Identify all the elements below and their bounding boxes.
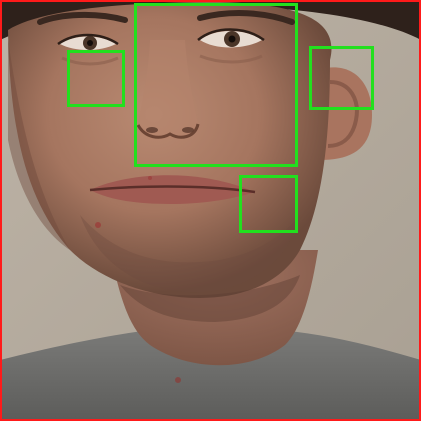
detection-box-nose-region — [134, 3, 298, 167]
detection-box-right-ear-region — [309, 46, 374, 110]
right-eyebrow — [197, 10, 295, 25]
face — [8, 2, 332, 298]
nose — [138, 40, 198, 140]
left-eye — [57, 33, 119, 50]
detection-box-cheek-region — [239, 175, 298, 233]
detection-box-left-eye-region — [67, 50, 125, 107]
right-eye — [197, 28, 265, 48]
shirt — [0, 330, 421, 421]
mouth — [89, 175, 256, 204]
ear — [318, 67, 372, 160]
left-eyebrow — [37, 11, 128, 25]
